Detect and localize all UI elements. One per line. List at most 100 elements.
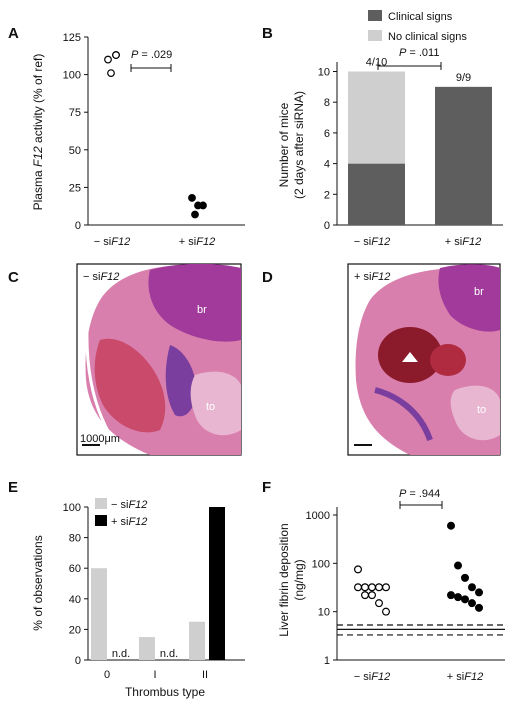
panel-c-tongue — [190, 371, 241, 436]
panel-a-y-tick-label: 75 — [69, 107, 81, 119]
panel-c-muscle — [94, 338, 166, 433]
panel-e-legend-label-plus: + siF12 — [111, 516, 147, 528]
panel-b-x-tick-minus: − siF12 — [354, 236, 390, 248]
panel-f-data-point — [475, 603, 484, 612]
panel-b-y-tick-label: 2 — [324, 189, 330, 201]
panel-f-data-point — [382, 607, 391, 616]
panel-b-letter: B — [262, 25, 273, 42]
panel-f-data-point — [454, 561, 463, 570]
panel-f-y-label-line2: (ng/mg) — [292, 559, 306, 600]
panel-e-y-tick-label: 80 — [69, 533, 81, 545]
panel-e-legend-label-minus: − siF12 — [111, 499, 147, 511]
panel-e-bar-plus — [209, 507, 225, 660]
panel-b-y-tick-label: 6 — [324, 128, 330, 140]
panel-f-y-tick-label: 10 — [318, 607, 330, 619]
panel-f-points — [354, 521, 484, 616]
panel-f-x-tick-plus: + siF12 — [447, 671, 483, 683]
panel-a-chart: Plasma F12 activity (% of ref) 0 25 50 75 10… — [31, 32, 245, 248]
panel-e-x-label: Thrombus type — [125, 685, 205, 699]
panel-f-y-ticks: 1 10 100 1000 — [306, 510, 337, 667]
panel-b-y-label-line1: Number of mice — [277, 102, 291, 187]
panel-f-data-point — [382, 583, 391, 592]
panel-e-nd-label: n.d. — [160, 648, 178, 660]
panel-f-data-point — [468, 599, 477, 608]
panel-e-bar-minus — [139, 637, 155, 660]
panel-f-data-point — [461, 573, 470, 582]
panel-a-data-point — [188, 194, 196, 202]
panel-c-letter: C — [8, 269, 19, 286]
panel-f-data-point — [354, 583, 363, 592]
panel-d-label: + siF12 — [354, 271, 390, 283]
panel-b-p-value: P = .011 — [399, 47, 439, 59]
panel-f-x-tick-minus: − siF12 — [354, 671, 390, 683]
panel-b-bar-clinical — [348, 163, 405, 225]
panel-f-data-point — [475, 588, 484, 597]
panel-e-y-tick-label: 100 — [63, 502, 81, 514]
panel-a-data-point — [104, 55, 112, 64]
panel-a-data-point — [107, 69, 115, 77]
panel-f-data-point — [361, 591, 370, 600]
legend-label-no-clinical: No clinical signs — [388, 31, 467, 43]
panel-a-x-tick-plus: + siF12 — [179, 236, 215, 248]
panel-a-y-tick-label: 50 — [69, 145, 81, 157]
panel-b-y-tick-label: 8 — [324, 97, 330, 109]
panel-f-y-tick-label: 1000 — [306, 510, 330, 522]
panel-e-legend-swatch-plus — [95, 515, 107, 526]
panel-b-bar-count-label: 9/9 — [456, 72, 471, 84]
panel-d-tongue — [450, 385, 500, 441]
panel-c-vessel-region — [165, 345, 197, 417]
panel-a-y-tick-label: 25 — [69, 182, 81, 194]
panel-f-chart: Liver fibrin deposition (ng/mg) 1 10 100 10… — [277, 488, 505, 683]
panel-e-y-ticks: 0 20 40 60 80 100 — [63, 502, 88, 667]
panel-f-data-point — [375, 599, 384, 608]
panel-e-legend-swatch-minus — [95, 498, 107, 509]
panel-a-data-point — [199, 201, 207, 210]
panel-f-data-point — [375, 583, 384, 592]
panel-e-y-tick-label: 40 — [69, 594, 81, 606]
panel-f-reference-lines — [337, 624, 505, 636]
panel-b-bars: 4/10 9/9 — [348, 57, 492, 225]
panel-f-data-point — [468, 583, 477, 592]
panel-e-bar-minus — [189, 621, 205, 660]
panel-f-data-point — [368, 583, 377, 592]
panel-c-skin-edge — [85, 309, 122, 451]
panel-a-y-tick-label: 0 — [75, 220, 81, 232]
panel-f-data-point — [368, 591, 377, 600]
panel-e-y-tick-label: 20 — [69, 624, 81, 636]
panel-b-chart: Clinical signs No clinical signs Number … — [277, 10, 503, 248]
panel-a-y-ticks: 0 25 50 75 100 125 — [63, 32, 88, 232]
panel-b-bar-no-clinical — [348, 71, 405, 164]
panel-e-chart: − siF12 + siF12 % of observations Thromb… — [31, 498, 245, 699]
panel-e-y-label: % of observations — [31, 535, 45, 630]
panel-f-data-point — [361, 583, 370, 592]
panel-a-x-tick-minus: − siF12 — [94, 236, 130, 248]
panel-f-data-point — [354, 565, 363, 574]
panel-c-histology-image: − siF12 br to 1000μm — [76, 263, 242, 456]
panel-f-p-value: P = .944 — [399, 488, 440, 500]
panel-c-br-label: br — [197, 304, 207, 316]
panel-f-data-point — [454, 593, 463, 602]
panel-d-br-label: br — [474, 286, 484, 298]
panel-b-bar-clinical — [435, 86, 492, 225]
panel-e-x-tick-label: I — [153, 669, 156, 681]
panel-f-y-label-line1: Liver fibrin deposition — [277, 523, 291, 636]
panel-a-letter: A — [8, 25, 19, 42]
panel-c-brain — [148, 264, 241, 342]
panel-f-data-point — [447, 591, 456, 600]
panel-f-data-point — [447, 521, 456, 530]
panel-c-scale-label: 1000μm — [80, 433, 120, 445]
panel-a-data-point — [112, 51, 120, 59]
panel-c-to-label: to — [206, 401, 215, 413]
panel-e-nd-label: n.d. — [112, 648, 130, 660]
panel-e-y-tick-label: 60 — [69, 563, 81, 575]
panel-e-bars: n.d.0n.d.I II — [91, 507, 225, 681]
panel-d-vessel-region — [374, 387, 433, 442]
panel-a-p-value: P = .029 — [131, 49, 172, 61]
panel-b-y-tick-label: 4 — [324, 159, 330, 171]
panel-a-y-tick-label: 100 — [63, 70, 81, 82]
panel-d-histology-image: + siF12 br to — [347, 263, 501, 456]
panel-f-y-tick-label: 100 — [312, 558, 330, 570]
legend-label-clinical: Clinical signs — [388, 11, 453, 23]
panel-e-x-tick-label: II — [202, 669, 208, 681]
